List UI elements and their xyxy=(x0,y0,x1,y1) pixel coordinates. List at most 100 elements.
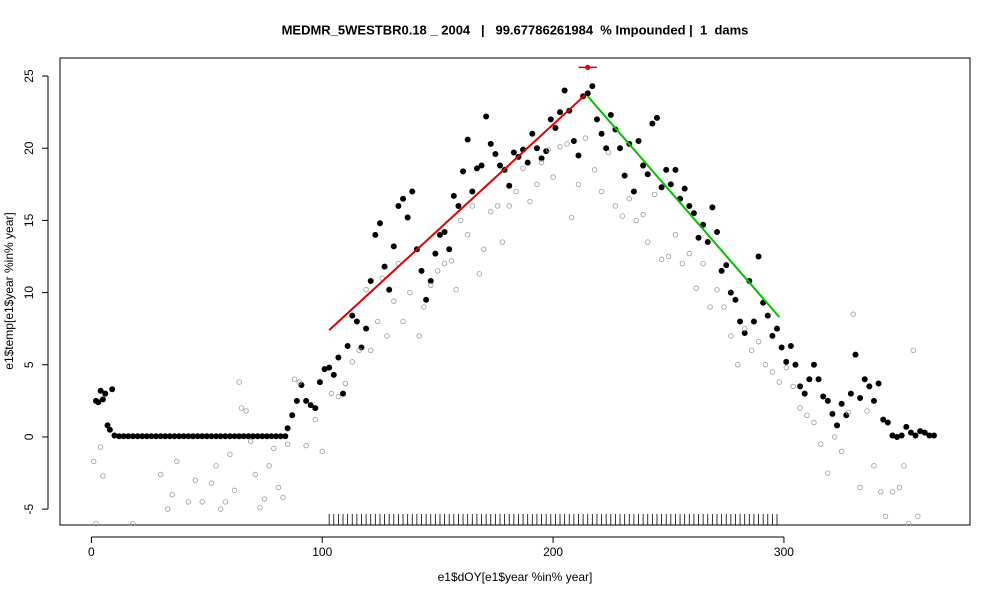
data-point xyxy=(416,333,422,339)
x-tick-label: 200 xyxy=(543,545,563,559)
data-point xyxy=(921,429,928,436)
data-point xyxy=(630,188,637,195)
data-point xyxy=(561,87,568,94)
data-point xyxy=(494,203,501,209)
data-point xyxy=(778,344,785,351)
data-point xyxy=(441,228,448,235)
data-point xyxy=(878,489,884,495)
data-point xyxy=(257,504,263,511)
data-point xyxy=(312,416,319,423)
data-point xyxy=(709,204,716,211)
data-point xyxy=(930,432,937,439)
data-point xyxy=(307,402,314,409)
data-point xyxy=(797,405,803,411)
data-point xyxy=(271,445,277,452)
data-point xyxy=(376,220,383,227)
data-point xyxy=(550,174,556,180)
y-tick-label: 25 xyxy=(22,69,36,83)
data-point xyxy=(732,296,739,303)
y-tick-label: 0 xyxy=(22,433,36,440)
data-point xyxy=(882,513,889,520)
data-point xyxy=(328,390,335,397)
data-point xyxy=(626,196,632,202)
data-point xyxy=(109,386,116,393)
data-point xyxy=(496,162,503,169)
data-point xyxy=(275,484,282,491)
data-point xyxy=(598,188,605,195)
data-point xyxy=(538,155,545,162)
data-point xyxy=(735,362,741,368)
data-point xyxy=(915,513,921,520)
data-point xyxy=(665,253,672,260)
data-point xyxy=(737,318,744,325)
data-point xyxy=(330,371,337,378)
data-point xyxy=(363,325,370,332)
data-point xyxy=(316,379,323,386)
data-point xyxy=(473,165,480,172)
data-point xyxy=(547,116,554,123)
data-point xyxy=(213,463,219,469)
data-point xyxy=(728,333,734,339)
data-point xyxy=(368,347,374,354)
data-point xyxy=(238,405,245,411)
data-point xyxy=(603,145,610,152)
data-point xyxy=(727,289,734,296)
data-point xyxy=(721,304,727,310)
data-point xyxy=(363,286,369,293)
data-point xyxy=(427,278,434,285)
x-tick-label: 300 xyxy=(774,545,794,559)
data-point xyxy=(464,136,471,143)
data-point xyxy=(645,239,651,245)
data-point xyxy=(506,203,512,209)
data-point xyxy=(400,318,406,325)
data-point xyxy=(349,312,356,319)
data-point xyxy=(649,120,656,127)
data-point xyxy=(690,210,697,217)
data-point xyxy=(714,286,720,293)
data-point xyxy=(864,408,870,414)
data-point xyxy=(99,396,106,403)
data-point xyxy=(296,379,302,385)
data-point xyxy=(367,278,374,285)
data-point xyxy=(319,448,325,455)
data-point xyxy=(818,441,824,447)
data-point xyxy=(741,325,748,332)
data-point xyxy=(875,380,882,387)
data-point xyxy=(640,162,647,169)
data-point xyxy=(303,397,310,404)
data-point xyxy=(293,397,300,404)
data-point xyxy=(667,181,674,188)
data-point xyxy=(681,185,688,192)
data-point xyxy=(261,496,268,502)
data-point xyxy=(552,125,559,132)
data-point xyxy=(792,361,799,368)
data-point xyxy=(633,217,639,224)
data-point xyxy=(852,351,859,358)
data-point xyxy=(686,202,693,209)
data-point xyxy=(284,441,291,447)
data-point xyxy=(353,318,360,325)
data-point xyxy=(612,203,619,209)
data-point xyxy=(478,162,485,169)
data-point xyxy=(409,188,416,195)
data-point xyxy=(850,311,856,317)
data-point xyxy=(185,499,192,505)
data-point xyxy=(695,234,702,241)
data-point xyxy=(748,347,755,354)
y-tick-label: 15 xyxy=(22,213,36,227)
data-point xyxy=(407,289,413,296)
data-point xyxy=(764,312,771,319)
data-point xyxy=(222,499,228,505)
data-point xyxy=(97,444,104,450)
data-point xyxy=(340,390,347,397)
y-tick-label: 20 xyxy=(22,141,36,155)
data-point xyxy=(570,138,577,145)
data-point xyxy=(825,470,831,476)
data-point xyxy=(707,304,713,310)
data-point xyxy=(593,116,600,123)
data-point xyxy=(95,399,102,406)
data-point xyxy=(524,159,531,166)
data-point xyxy=(91,458,97,465)
data-point xyxy=(533,145,540,152)
